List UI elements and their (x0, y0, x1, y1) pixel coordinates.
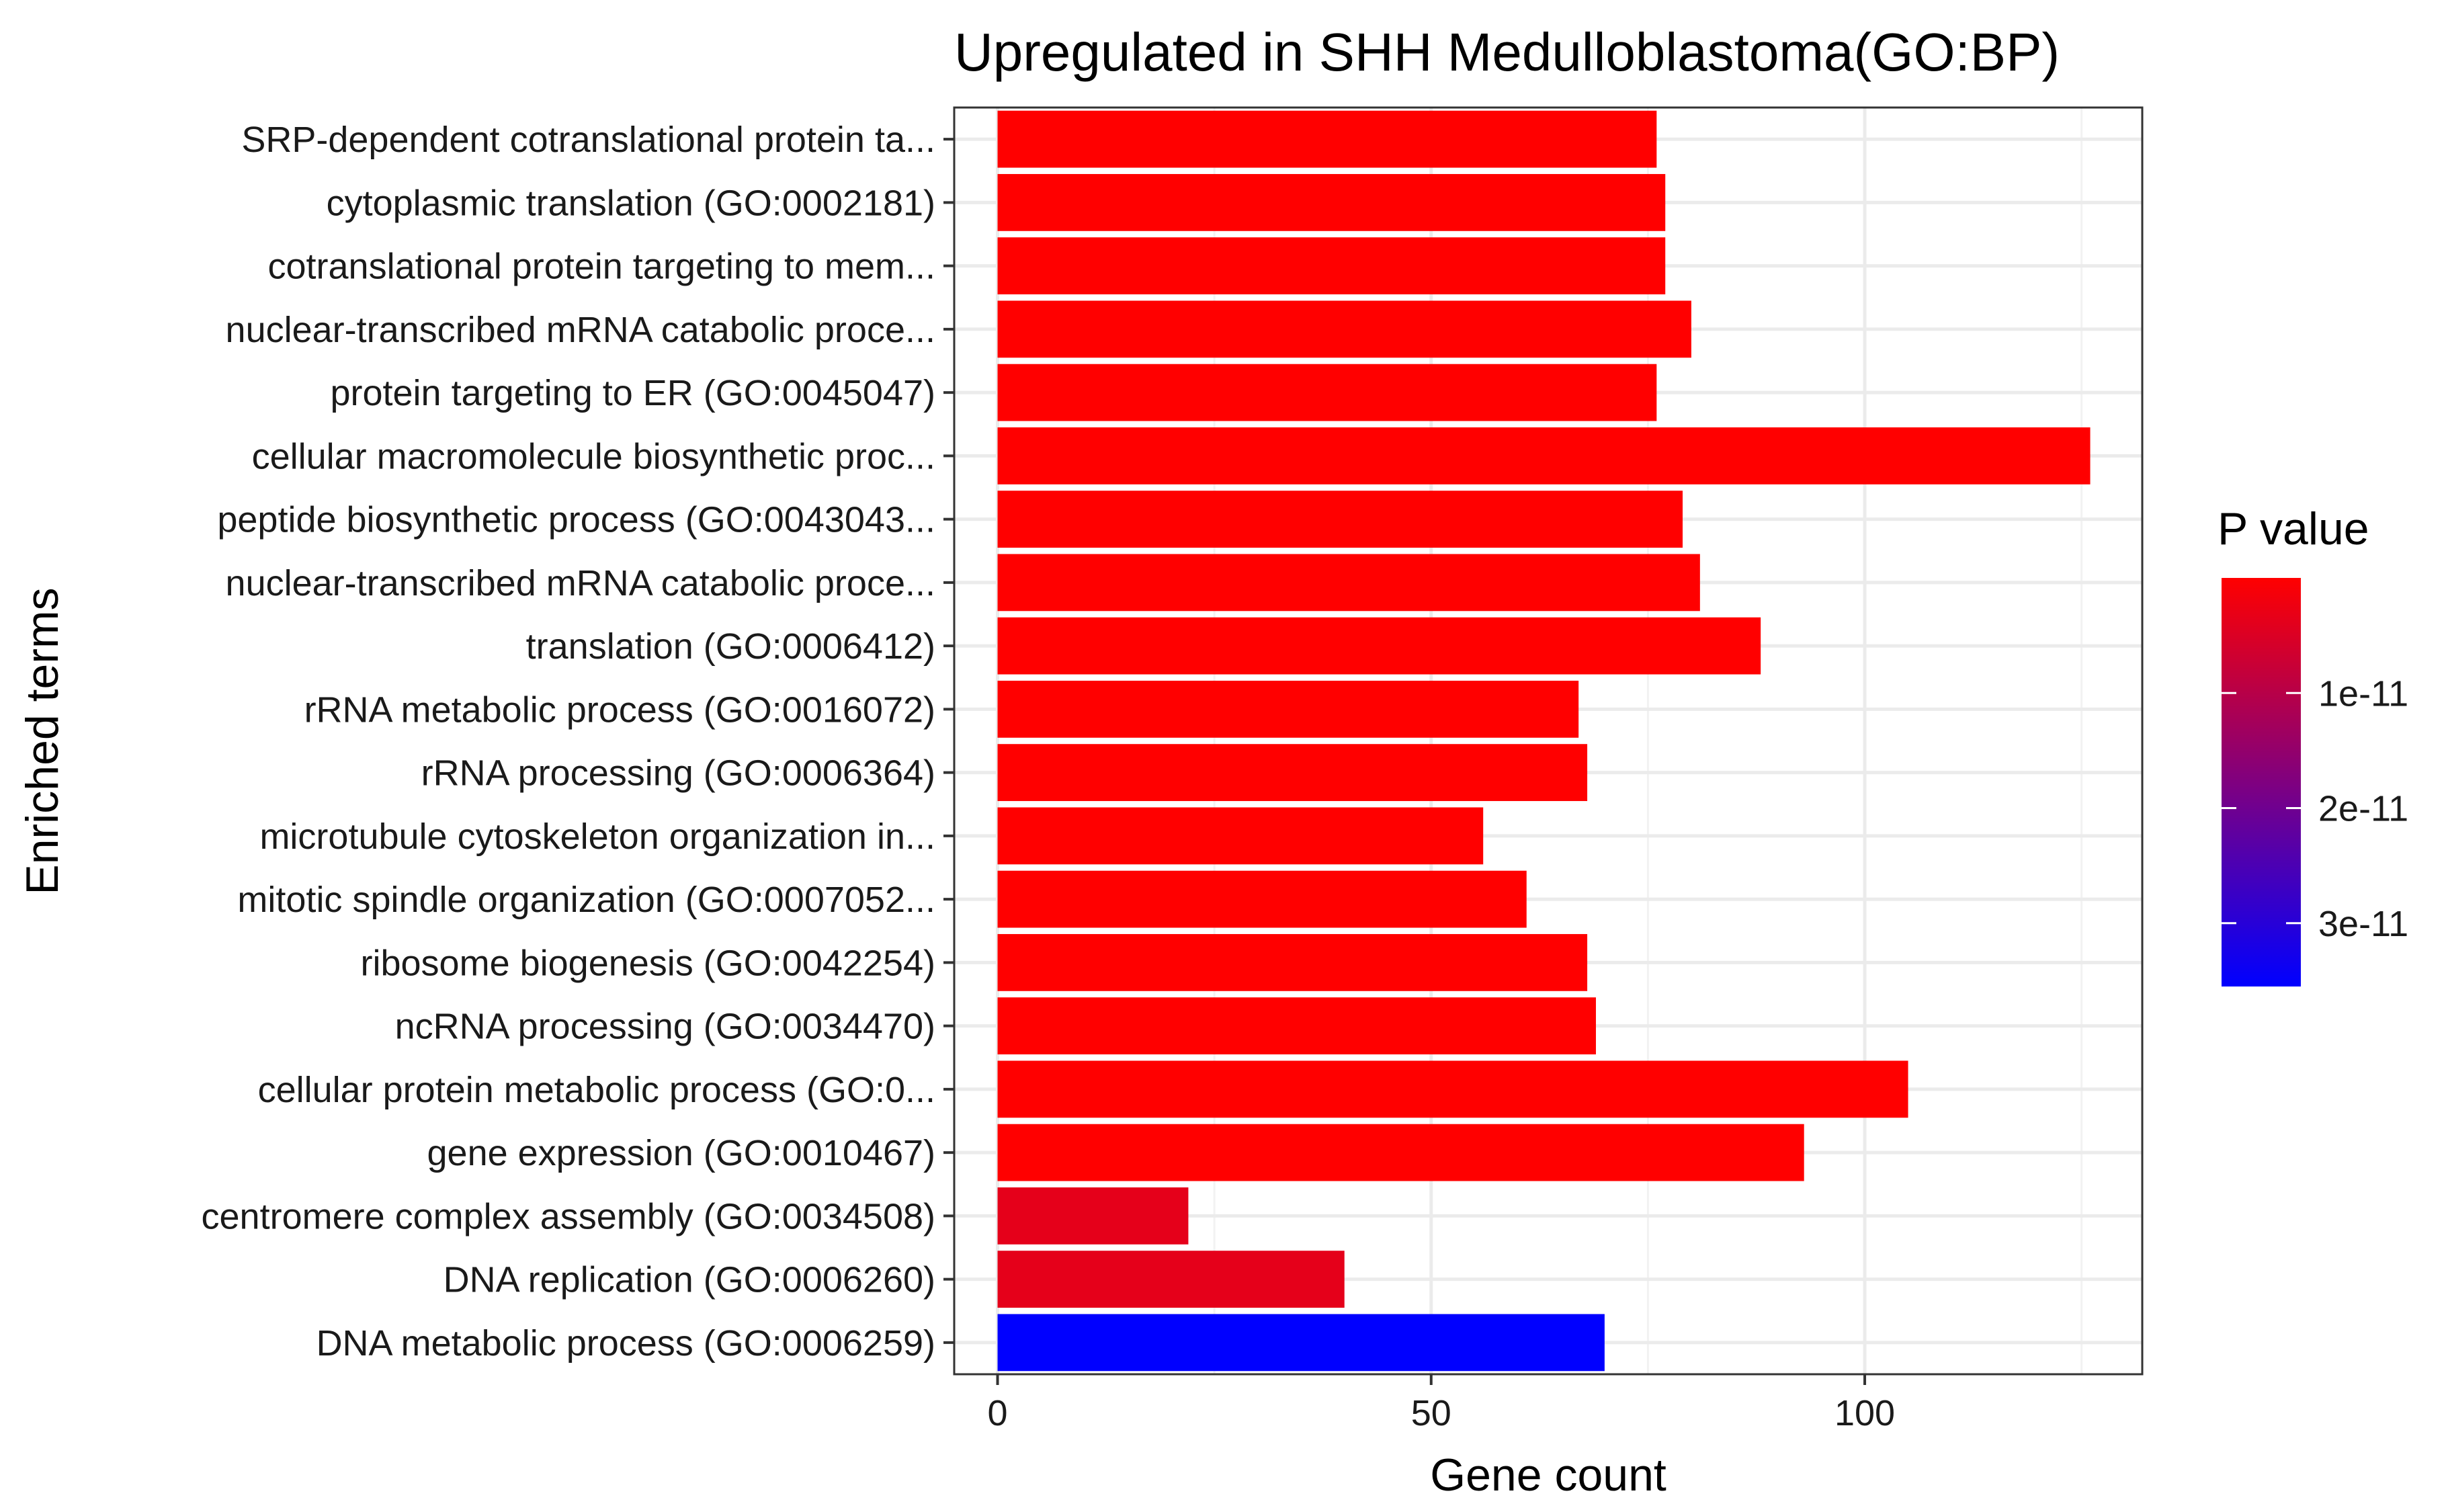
bar (997, 173, 1666, 231)
bar (997, 1124, 1804, 1181)
y-tick-label: cellular macromolecule biosynthetic proc… (252, 436, 935, 476)
panel-background (954, 108, 2142, 1374)
x-axis-title: Gene count (1430, 1450, 1666, 1501)
y-tick-label: mitotic spindle organization (GO:0007052… (237, 880, 935, 920)
bar (997, 933, 1588, 991)
y-tick-label: ribosome biogenesis (GO:0042254) (361, 943, 935, 983)
y-tick-label: nuclear-transcribed mRNA catabolic proce… (226, 310, 935, 350)
y-tick-label: gene expression (GO:0010467) (427, 1133, 935, 1173)
bar (997, 491, 1683, 548)
bar (997, 807, 1484, 865)
y-tick-label: cytoplasmic translation (GO:0002181) (327, 183, 935, 223)
y-axis: SRP-dependent cotranslational protein ta… (202, 120, 954, 1363)
y-tick-label: DNA replication (GO:0006260) (444, 1260, 935, 1300)
bar (997, 427, 2091, 485)
x-tick-label: 100 (1834, 1393, 1895, 1433)
y-axis-title: Enriched terms (17, 587, 68, 894)
legend-tick-label: 2e-11 (2318, 789, 2408, 829)
y-tick-label: ncRNA processing (GO:0034470) (395, 1007, 935, 1047)
bars (997, 110, 2091, 1372)
y-tick-label: rRNA processing (GO:0006364) (421, 753, 935, 794)
plot-panel (954, 108, 2142, 1374)
bar (997, 1251, 1345, 1308)
bar (997, 1187, 1189, 1245)
x-tick-label: 0 (988, 1393, 1008, 1433)
bar (997, 744, 1588, 802)
y-tick-label: SRP-dependent cotranslational protein ta… (241, 120, 935, 160)
y-tick-label: nuclear-transcribed mRNA catabolic proce… (226, 563, 935, 603)
bar (997, 237, 1666, 295)
panel-border (953, 106, 2144, 1376)
bar (997, 680, 1579, 738)
y-tick-label: peptide biosynthetic process (GO:0043043… (217, 500, 935, 540)
legend-ticks: 1e-11 2e-11 3e-11 (2222, 673, 2408, 944)
x-tick-label: 50 (1411, 1393, 1451, 1433)
chart-title: Upregulated in SHH Medulloblastoma(GO:BP… (954, 22, 2060, 82)
bar (997, 1314, 1605, 1372)
legend: P value 1e-11 2e-11 3e-11 (2218, 503, 2408, 986)
bar (997, 300, 1691, 358)
y-tick-label: DNA metabolic process (GO:0006259) (316, 1323, 935, 1363)
y-tick-label: microtubule cytoskeleton organization in… (259, 816, 935, 857)
legend-tick-label: 1e-11 (2318, 673, 2408, 714)
y-tick-label: cellular protein metabolic process (GO:0… (258, 1070, 935, 1110)
bar (997, 870, 1527, 928)
legend-tick-label: 3e-11 (2318, 904, 2408, 944)
bar (997, 997, 1596, 1055)
legend-title: P value (2218, 503, 2369, 554)
y-tick-label: translation (GO:0006412) (526, 626, 935, 667)
y-tick-label: rRNA metabolic process (GO:0016072) (304, 689, 935, 730)
bar (997, 1060, 1908, 1118)
x-axis: 0 50 100 (988, 1374, 1895, 1433)
bar (997, 110, 1657, 168)
bar (997, 554, 1700, 612)
bar (997, 364, 1657, 421)
legend-colorbar (2222, 578, 2301, 986)
bar (997, 617, 1761, 675)
y-tick-label: cotranslational protein targeting to mem… (267, 247, 935, 287)
y-tick-label: centromere complex assembly (GO:0034508) (202, 1196, 935, 1236)
y-tick-label: protein targeting to ER (GO:0045047) (330, 373, 935, 413)
